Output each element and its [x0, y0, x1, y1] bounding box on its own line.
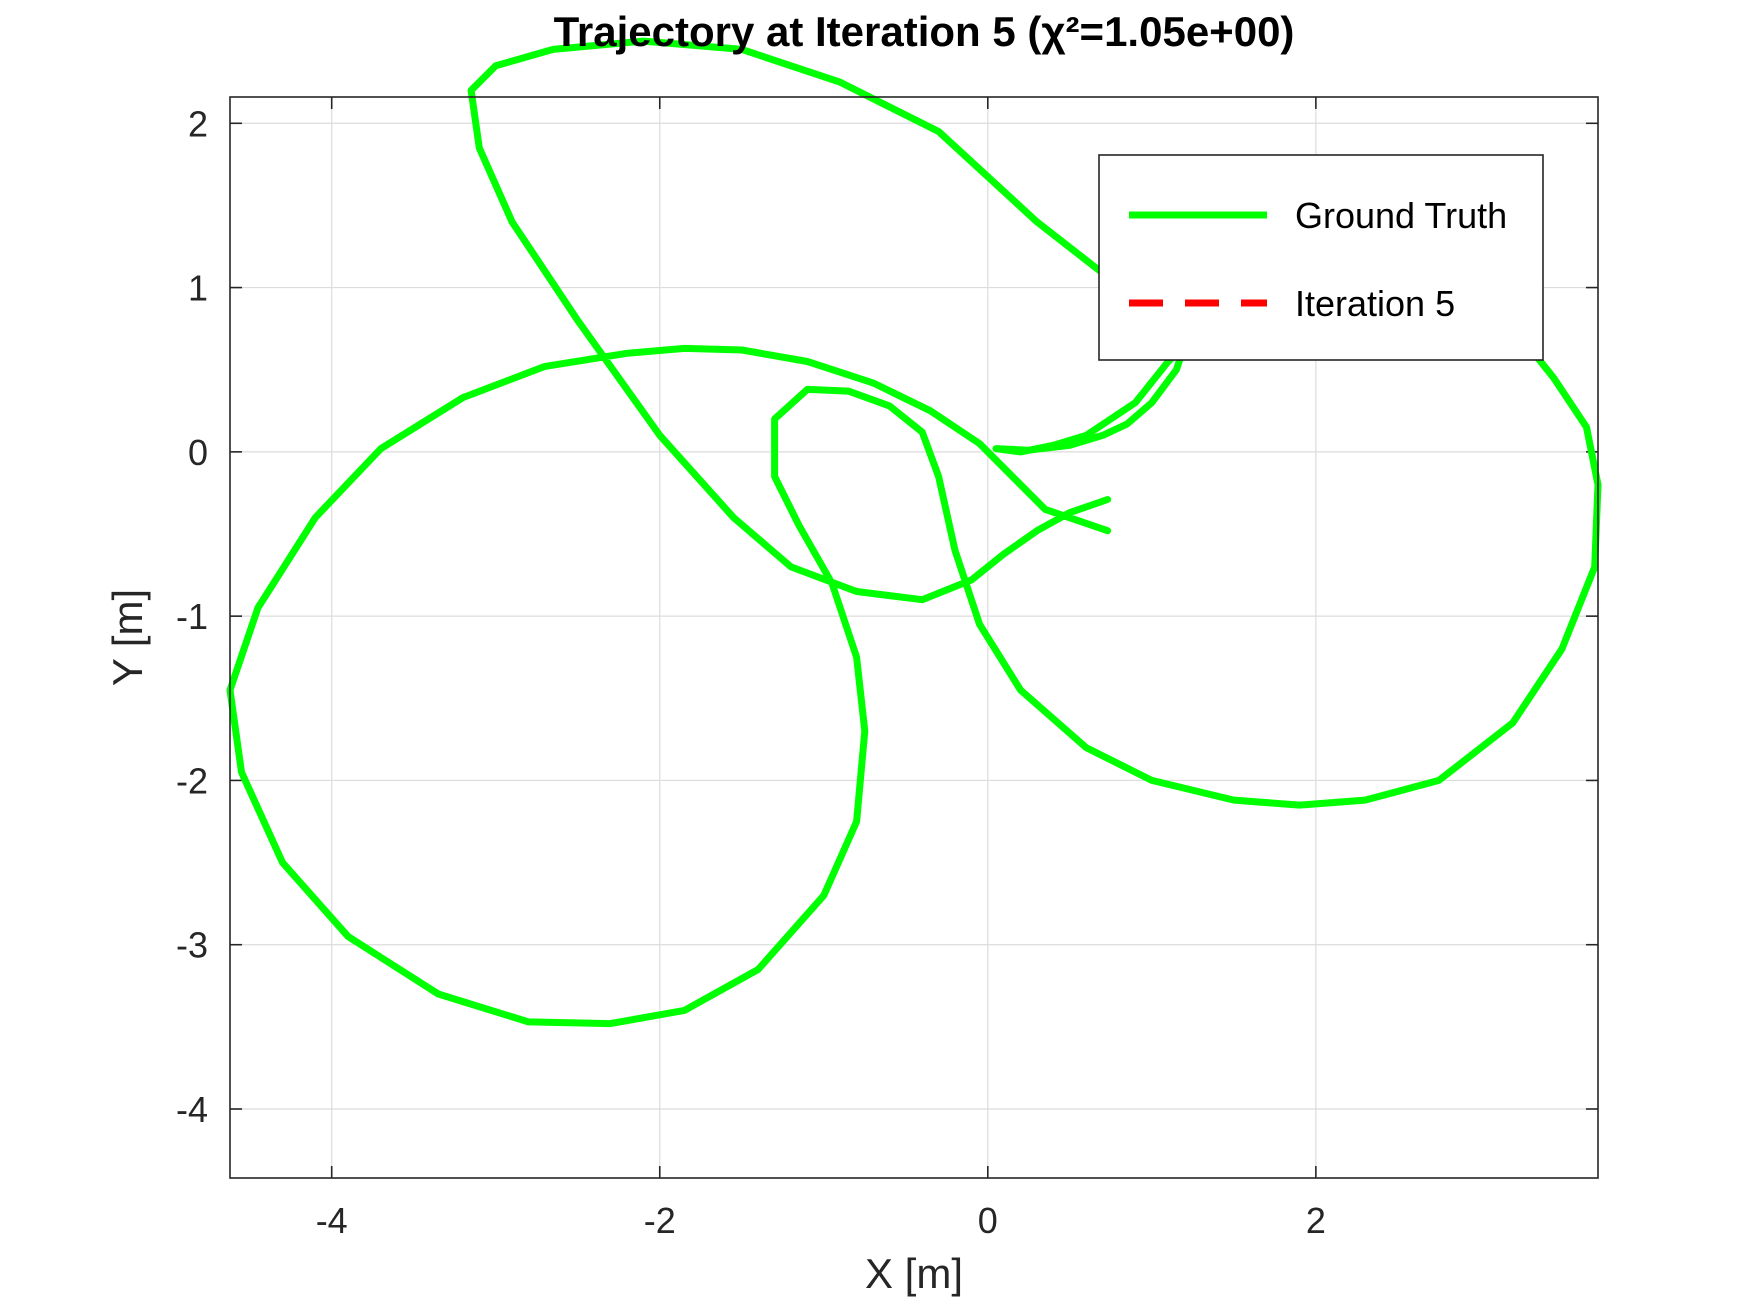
chart-title: Trajectory at Iteration 5 (χ²=1.05e+00) [554, 8, 1295, 55]
series-layer [226, 37, 1602, 1028]
y-tick-label: 2 [188, 103, 208, 144]
tick-labels: -4 -2 0 2 -4 -3 -2 -1 0 1 2 [176, 103, 1326, 1241]
legend-box [1098, 154, 1544, 361]
series-line-0 [226, 37, 1602, 1028]
y-tick-label: 1 [188, 268, 208, 309]
x-tick-label: -4 [316, 1200, 348, 1241]
y-tick-label: 0 [188, 432, 208, 473]
legend: Ground Truth Iteration 5 [1098, 154, 1544, 361]
legend-label-iteration-5: Iteration 5 [1295, 283, 1455, 324]
x-tick-label: 0 [978, 1200, 998, 1241]
x-tick-label: 2 [1306, 1200, 1326, 1241]
y-tick-label: -4 [176, 1089, 208, 1130]
grid [230, 97, 1598, 1178]
axis-ticks [230, 97, 1598, 1178]
plot-frame [229, 96, 1599, 1179]
y-tick-label: -2 [176, 760, 208, 801]
x-tick-label: -2 [644, 1200, 676, 1241]
legend-label-ground-truth: Ground Truth [1295, 195, 1507, 236]
y-tick-label: -1 [176, 596, 208, 637]
x-axis-title: X [m] [865, 1250, 963, 1297]
y-axis-title: Y [m] [104, 589, 151, 686]
y-tick-label: -3 [176, 925, 208, 966]
